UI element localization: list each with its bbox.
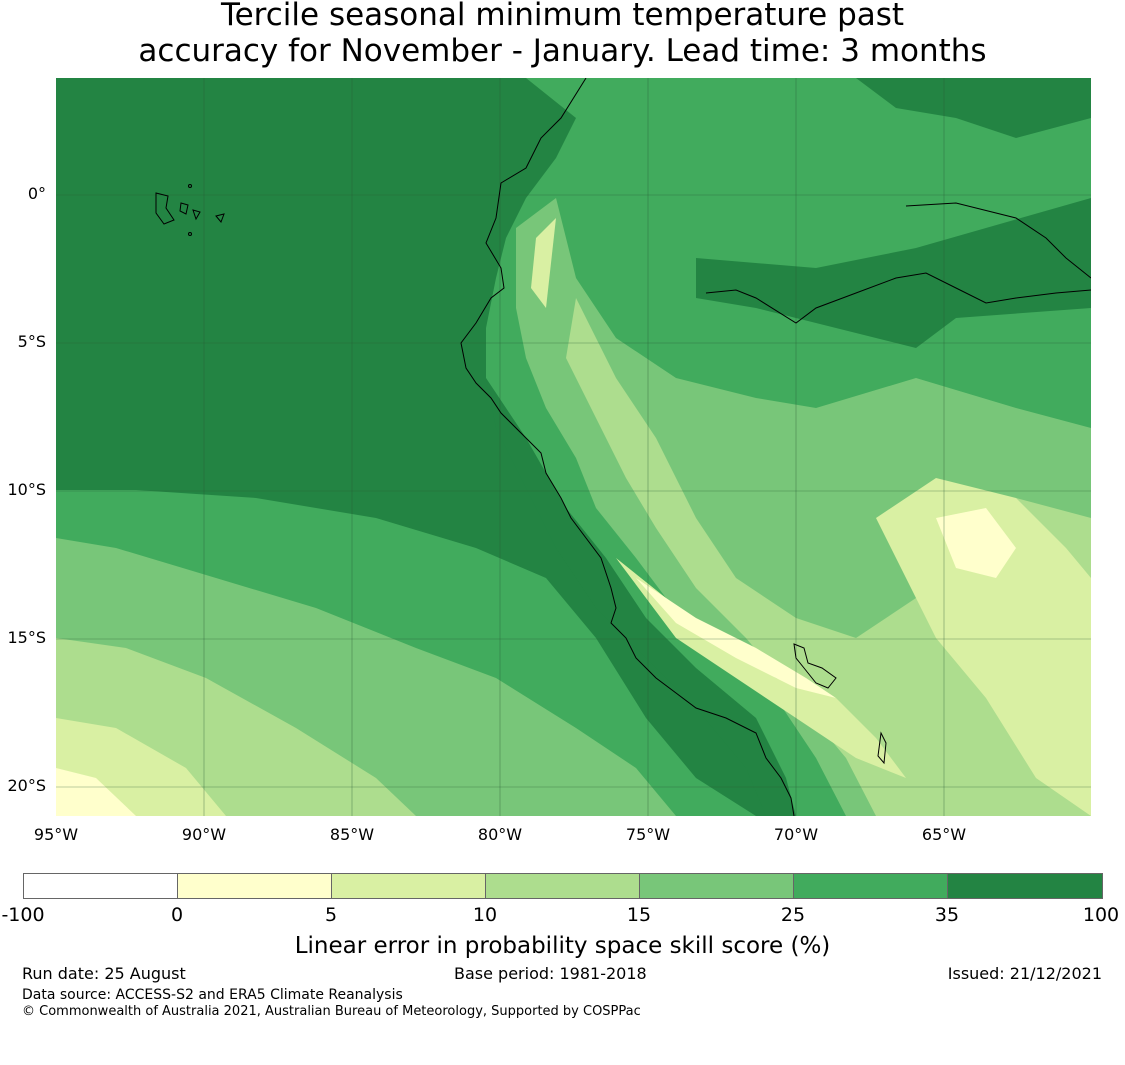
lat-label-15s: 15°S <box>7 628 46 647</box>
lon-label-75w: 75°W <box>625 825 671 844</box>
skill-map <box>56 78 1091 816</box>
colorbar-tick-3: 10 <box>472 904 498 926</box>
region-altiplano-cream <box>936 508 1016 578</box>
lat-label-20s: 20°S <box>7 776 46 795</box>
colorbar-segment-5 <box>793 873 948 899</box>
region-altiplano-pale <box>876 478 1091 816</box>
copyright-notice: © Commonwealth of Australia 2021, Austra… <box>22 1004 641 1019</box>
colorbar-tick-1: 0 <box>170 904 184 926</box>
colorbar-tick-5: 25 <box>780 904 806 926</box>
region-amazon-dark <box>696 198 1091 348</box>
lake-poopo <box>877 731 887 765</box>
run-date: Run date: 25 August <box>22 964 186 983</box>
region-ecuador-pale <box>531 218 556 308</box>
region-coast-dark <box>486 378 796 816</box>
colorbar-segment-2 <box>331 873 486 899</box>
data-source: Data source: ACCESS-S2 and ERA5 Climate … <box>22 987 403 1003</box>
lon-label-85w: 85°W <box>329 825 375 844</box>
colorbar-tick-4: 15 <box>626 904 652 926</box>
amazon-river <box>705 272 1091 324</box>
graticule <box>56 78 1091 816</box>
river-north <box>905 202 1091 279</box>
issued-date: Issued: 21/12/2021 <box>947 964 1102 983</box>
colorbar-segment-1 <box>177 873 332 899</box>
colorbar-tick-6: 35 <box>934 904 960 926</box>
colorbar-tick-0: -100 <box>1 904 45 926</box>
lon-label-90w: 90°W <box>181 825 227 844</box>
base-period: Base period: 1981-2018 <box>454 964 647 983</box>
colorbar-segment-3 <box>485 873 640 899</box>
colorbar-tick-2: 5 <box>324 904 338 926</box>
region-andes-cream <box>636 578 836 698</box>
coastline <box>460 78 795 816</box>
map-canvas <box>56 78 1091 816</box>
region-andes-light <box>566 298 1091 816</box>
galapagos-islands <box>155 184 225 236</box>
lat-label-5s: 5°S <box>17 332 46 351</box>
lat-label-0: 0° <box>27 184 46 203</box>
lake-titicaca <box>793 643 837 689</box>
chart-title-line2: accuracy for November - January. Lead ti… <box>138 33 987 69</box>
colorbar-segment-0 <box>23 873 178 899</box>
colorbar-tick-7: 100 <box>1082 904 1120 926</box>
lon-label-95w: 95°W <box>33 825 79 844</box>
lon-label-80w: 80°W <box>477 825 523 844</box>
colorbar-label: Linear error in probability space skill … <box>294 933 831 959</box>
chart-title-line1: Tercile seasonal minimum temperature pas… <box>220 0 905 33</box>
colorbar-segment-4 <box>639 873 794 899</box>
region-north-dark <box>856 78 1091 138</box>
lon-label-70w: 70°W <box>773 825 819 844</box>
lat-label-10s: 10°S <box>7 480 46 499</box>
lon-label-65w: 65°W <box>921 825 967 844</box>
region-ocean-cream <box>56 768 136 816</box>
colorbar-segment-6 <box>947 873 1103 899</box>
